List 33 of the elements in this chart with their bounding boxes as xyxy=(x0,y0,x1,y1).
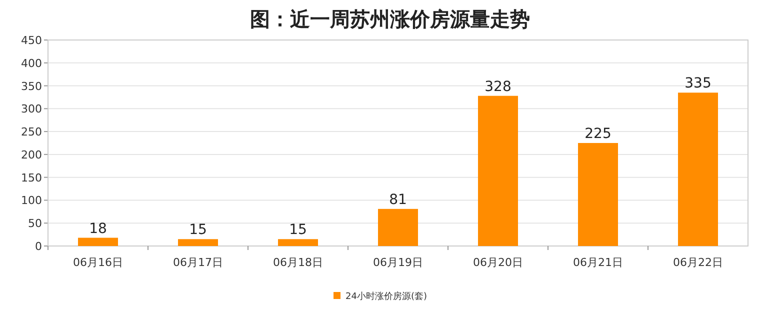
x-tick-label: 06月22日 xyxy=(673,256,723,269)
y-tick-label: 150 xyxy=(21,171,42,184)
legend-label: 24小时涨价房源(套) xyxy=(346,291,427,302)
y-tick-label: 400 xyxy=(21,56,42,70)
y-tick-label: 200 xyxy=(21,148,42,162)
bar xyxy=(478,96,518,246)
data-label: 18 xyxy=(89,220,107,237)
bar xyxy=(678,92,718,246)
data-label: 81 xyxy=(389,192,407,208)
bar xyxy=(578,143,618,246)
bar xyxy=(78,238,118,246)
y-tick-label: 300 xyxy=(21,102,42,116)
y-tick-label: 50 xyxy=(28,217,42,230)
data-label: 15 xyxy=(289,222,307,238)
x-tick-label: 06月20日 xyxy=(473,256,523,269)
data-label: 15 xyxy=(189,222,207,238)
chart-title: 图：近一周苏州涨价房源量走势 xyxy=(250,7,530,31)
y-tick-label: 450 xyxy=(21,34,42,47)
bar xyxy=(378,208,418,246)
x-tick-label: 06月17日 xyxy=(173,256,223,269)
y-tick-label: 350 xyxy=(21,80,42,93)
y-tick-label: 100 xyxy=(21,194,42,208)
x-tick-label: 06月18日 xyxy=(273,256,323,269)
data-label: 335 xyxy=(684,76,712,92)
bar xyxy=(178,239,218,246)
y-tick-label: 250 xyxy=(21,126,42,139)
data-label: 225 xyxy=(584,126,612,142)
data-label: 328 xyxy=(484,78,512,95)
x-tick-label: 06月16日 xyxy=(73,256,123,269)
x-tick-label: 06月21日 xyxy=(573,256,623,269)
bar xyxy=(278,239,318,246)
y-tick-label: 0 xyxy=(35,240,42,253)
x-tick-label: 06月19日 xyxy=(373,256,423,269)
